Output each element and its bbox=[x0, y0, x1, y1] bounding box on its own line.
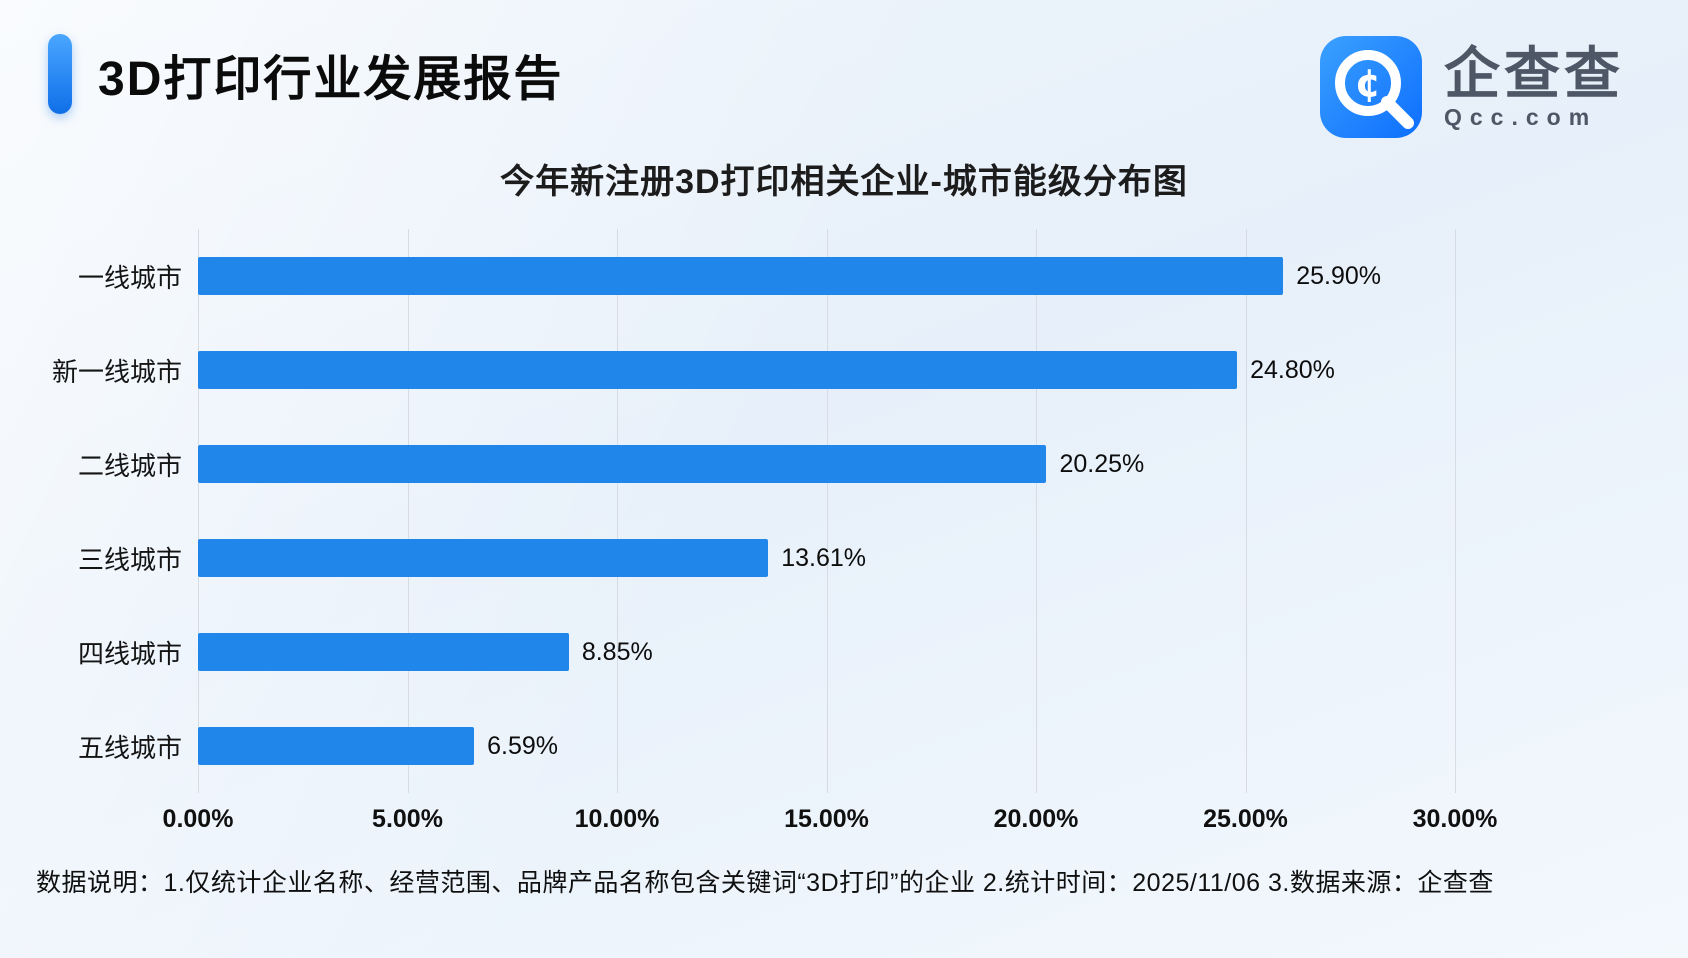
gridline bbox=[1036, 229, 1037, 793]
category-label: 一线城市 bbox=[77, 262, 182, 293]
gridline bbox=[407, 229, 409, 793]
x-tick-label: 0.00% bbox=[162, 805, 234, 833]
gridline bbox=[1245, 229, 1247, 793]
value-label: 25.90% bbox=[1296, 261, 1381, 290]
brand-text: 企查查 Qcc.com bbox=[1444, 41, 1624, 130]
x-axis: 0.00% 5.00% 10.00% 15.00% 20.00% 25.00% 30.00% bbox=[163, 805, 1498, 849]
chart-row: 25.90% bbox=[198, 229, 1455, 323]
value-label: 6.59% bbox=[487, 731, 558, 760]
data-note: 数据说明：1.仅统计企业名称、经营范围、品牌产品名称包含关键词“3D打印”的企业… bbox=[36, 869, 1494, 897]
qcc-logo-icon: ¢ bbox=[1318, 34, 1424, 140]
bar bbox=[198, 257, 1284, 295]
value-label: 20.25% bbox=[1059, 449, 1145, 478]
chart-row: 13.61% bbox=[198, 511, 1455, 605]
chart-row: 8.85% bbox=[198, 605, 1455, 699]
category-label: 四线城市 bbox=[77, 638, 182, 669]
chart-row: 6.59% bbox=[198, 699, 1455, 793]
category-label: 二线城市 bbox=[77, 450, 182, 481]
bar bbox=[198, 727, 475, 765]
footer: 数据说明：1.仅统计企业名称、经营范围、品牌产品名称包含关键词“3D打印”的企业… bbox=[36, 863, 1688, 899]
brand-name: 企查查 bbox=[1444, 41, 1624, 105]
brand-logo: ¢ 企查查 Qcc.com bbox=[1318, 34, 1624, 140]
title-accent-bar bbox=[48, 34, 72, 114]
x-tick-label: 30.00% bbox=[1412, 805, 1498, 833]
gridline bbox=[826, 229, 828, 793]
x-tick-label: 10.00% bbox=[574, 805, 660, 833]
title-wrap: 3D打印行业发展报告 bbox=[48, 34, 563, 114]
gridline bbox=[1455, 229, 1456, 793]
report-title: 3D打印行业发展报告 bbox=[98, 53, 564, 106]
brand-domain: Qcc.com bbox=[1444, 103, 1598, 130]
header: 3D打印行业发展报告 ¢ 企查查 bbox=[0, 0, 1688, 140]
gridline bbox=[617, 229, 618, 793]
bar bbox=[198, 539, 769, 577]
category-label: 五线城市 bbox=[77, 732, 182, 763]
x-tick-label: 5.00% bbox=[372, 805, 443, 833]
category-label: 新一线城市 bbox=[51, 356, 182, 387]
bar bbox=[198, 445, 1047, 483]
x-tick-label: 20.00% bbox=[993, 805, 1079, 833]
bar-chart: 一线城市新一线城市二线城市三线城市四线城市五线城市 25.90% 24.80% 20… bbox=[0, 229, 1456, 793]
x-tick-label: 15.00% bbox=[784, 805, 869, 833]
chart-title: 今年新注册3D打印相关企业-城市能级分布图 bbox=[500, 163, 1188, 201]
bar bbox=[198, 351, 1238, 389]
chart-row: 20.25% bbox=[198, 417, 1455, 511]
category-label: 三线城市 bbox=[77, 544, 182, 575]
value-label: 24.80% bbox=[1250, 355, 1335, 384]
chart-row: 24.80% bbox=[198, 323, 1455, 417]
x-tick-label: 25.00% bbox=[1203, 805, 1288, 833]
svg-text:¢: ¢ bbox=[1355, 61, 1381, 105]
value-label: 13.61% bbox=[781, 543, 867, 572]
plot-area: 25.90% 24.80% 20.25% 13.61% 8.85% 6.59% bbox=[198, 229, 1456, 793]
value-label: 8.85% bbox=[581, 637, 653, 666]
gridline bbox=[198, 229, 199, 793]
bar bbox=[198, 633, 569, 671]
category-labels: 一线城市新一线城市二线城市三线城市四线城市五线城市 bbox=[0, 229, 198, 793]
